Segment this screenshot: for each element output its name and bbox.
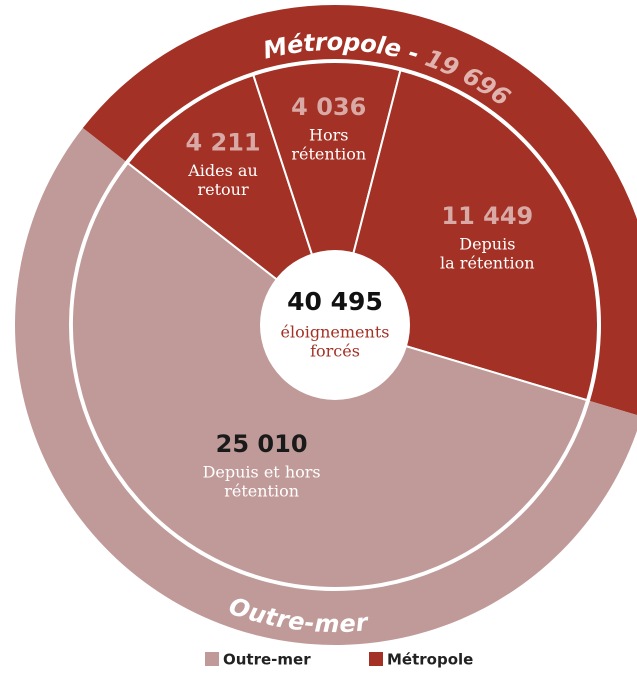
center-value: 40 495 bbox=[287, 287, 383, 316]
segment-value: 4 036 bbox=[291, 93, 366, 121]
legend-label: Métropole bbox=[387, 651, 473, 669]
outer-segment bbox=[82, 5, 637, 416]
segment-value: 4 211 bbox=[185, 128, 260, 156]
legend-swatch bbox=[205, 652, 219, 666]
segment-label: rétention bbox=[291, 145, 366, 164]
segment-label: retour bbox=[197, 180, 248, 199]
center-hole bbox=[260, 250, 410, 400]
legend-swatch bbox=[369, 652, 383, 666]
segment-label: la rétention bbox=[440, 253, 535, 272]
legend-label: Outre-mer bbox=[223, 651, 311, 669]
segment-label: Depuis bbox=[459, 234, 515, 253]
segment-label: rétention bbox=[224, 482, 299, 501]
segment-value: 25 010 bbox=[216, 430, 308, 458]
outer-segment bbox=[15, 127, 637, 645]
segment-label: Aides au bbox=[187, 161, 258, 180]
ring-divider bbox=[69, 59, 601, 591]
segment-label: Hors bbox=[309, 126, 348, 145]
center-label: éloignements bbox=[281, 323, 390, 342]
segment-label: Depuis et hors bbox=[203, 463, 321, 482]
segment-value: 11 449 bbox=[441, 202, 533, 230]
center-label: forcés bbox=[310, 342, 360, 361]
